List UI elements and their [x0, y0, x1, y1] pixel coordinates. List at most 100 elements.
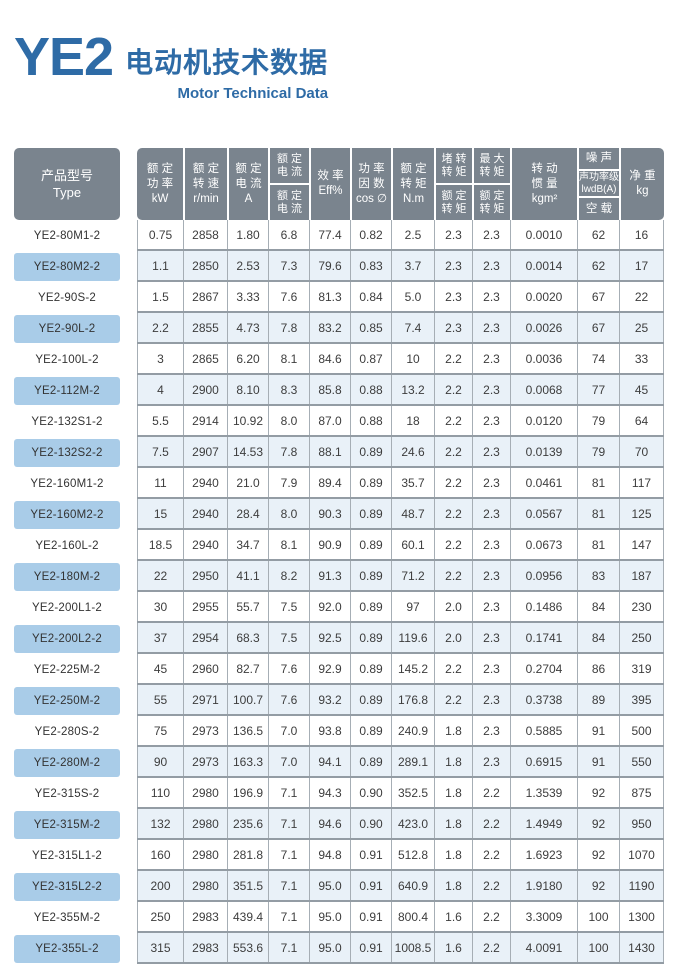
page-header: YE2 电动机技术数据 Motor Technical Data [14, 30, 664, 103]
value-cell: 0.2704 [510, 654, 577, 683]
value-cell: 2.2 [472, 840, 510, 869]
value-cell: 0.0020 [510, 282, 577, 311]
value-cell: 2.2 [472, 933, 510, 962]
row-values: 132 2980 235.6 7.1 94.6 0.90 423.0 1.8 2.2 1.4949… [137, 809, 664, 840]
value-cell: 7.1 [268, 809, 309, 838]
value-cell: 22 [619, 282, 664, 311]
value-cell: 37 [137, 623, 183, 652]
value-cell: 0.0026 [510, 313, 577, 342]
value-cell: 2.2 [434, 561, 472, 590]
table-row: YE2-315M-2 132 2980 235.6 7.1 94.6 0.90 423.0 1… [14, 809, 664, 840]
value-cell: 1.5 [137, 282, 183, 311]
value-cell: 100 [577, 933, 619, 962]
value-cell: 2.3 [472, 282, 510, 311]
value-cell: 7.5 [137, 437, 183, 466]
col-rated-torque: 额 定 转 矩 N.m [391, 148, 434, 220]
value-cell: 0.89 [350, 561, 391, 590]
row-values: 90 2973 163.3 7.0 94.1 0.89 289.1 1.8 2.3 0.6915 9… [137, 747, 664, 778]
value-cell: 100 [577, 902, 619, 931]
value-cell: 2940 [183, 499, 227, 528]
value-cell: 0.0068 [510, 375, 577, 404]
value-cell: 79.6 [309, 251, 350, 280]
value-cell: 2954 [183, 623, 227, 652]
row-values: 3 2865 6.20 8.1 84.6 0.87 10 2.2 2.3 0.0036 74 33 [137, 344, 664, 375]
model-name: YE2-355M-2 [33, 911, 101, 924]
value-cell: 1.1 [137, 251, 183, 280]
value-cell: 2.2 [434, 530, 472, 559]
value-cell: 81.3 [309, 282, 350, 311]
value-cell: 2940 [183, 530, 227, 559]
value-cell: 7.6 [268, 685, 309, 714]
value-cell: 0.6915 [510, 747, 577, 776]
value-cell: 100.7 [227, 685, 268, 714]
value-cell: 6.8 [268, 220, 309, 249]
row-values: 250 2983 439.4 7.1 95.0 0.91 800.4 1.6 2.2 3.3009… [137, 902, 664, 933]
value-cell: 83.2 [309, 313, 350, 342]
value-cell: 90.9 [309, 530, 350, 559]
table-row: YE2-280S-2 75 2973 136.5 7.0 93.8 0.89 240.9 1.… [14, 716, 664, 747]
value-cell: 7.4 [391, 313, 434, 342]
type-cell: YE2-250M-2 [14, 685, 137, 716]
value-cell: 1.6 [434, 933, 472, 962]
value-cell: 553.6 [227, 933, 268, 962]
value-cell: 45 [137, 654, 183, 683]
value-cell: 79 [577, 406, 619, 435]
type-cell: YE2-200L1-2 [14, 592, 137, 623]
value-cell: 2950 [183, 561, 227, 590]
type-cell: YE2-132S2-2 [14, 437, 137, 468]
value-cell: 2.3 [434, 251, 472, 280]
row-values: 18.5 2940 34.7 8.1 90.9 0.89 60.1 2.2 2.3 0.0673 8… [137, 530, 664, 561]
type-cell: YE2-315M-2 [14, 809, 137, 840]
value-cell: 176.8 [391, 685, 434, 714]
col-rated-current: 额 定 电 流 A [227, 148, 268, 220]
value-cell: 2.3 [472, 220, 510, 249]
row-values: 37 2954 68.3 7.5 92.5 0.89 119.6 2.0 2.3 0.1741 84… [137, 623, 664, 654]
value-cell: 8.1 [268, 530, 309, 559]
value-cell: 2.3 [472, 344, 510, 373]
table-row: YE2-160L-2 18.5 2940 34.7 8.1 90.9 0.89 60.1 2.… [14, 530, 664, 561]
value-cell: 95.0 [309, 902, 350, 931]
value-cell: 10 [391, 344, 434, 373]
value-cell: 2.2 [434, 344, 472, 373]
model-name: YE2-280M-2 [14, 748, 120, 777]
value-cell: 0.91 [350, 871, 391, 900]
value-cell: 512.8 [391, 840, 434, 869]
value-cell: 16 [619, 220, 664, 249]
value-cell: 0.1741 [510, 623, 577, 652]
col-current-ratio: 额 定 电 流 额 定 电 流 [268, 148, 309, 220]
value-cell: 74 [577, 344, 619, 373]
value-cell: 2.3 [472, 654, 510, 683]
value-cell: 2983 [183, 902, 227, 931]
table-row: YE2-160M2-2 15 2940 28.4 8.0 90.3 0.89 48.7 2.2… [14, 499, 664, 530]
value-cell: 7.8 [268, 313, 309, 342]
type-cell: YE2-180M-2 [14, 561, 137, 592]
model-name: YE2-80M1-2 [33, 229, 101, 242]
value-cell: 2980 [183, 840, 227, 869]
col-noise: 噪 声 声功率级 lwdB(A) 空 载 [577, 148, 619, 220]
value-cell: 0.0567 [510, 499, 577, 528]
value-cell: 2.3 [472, 747, 510, 776]
value-cell: 2.2 [434, 375, 472, 404]
table-row: YE2-90L-2 2.2 2855 4.73 7.8 83.2 0.85 7.4 2.3 2.… [14, 313, 664, 344]
value-cell: 0.0139 [510, 437, 577, 466]
value-cell: 92.0 [309, 592, 350, 621]
value-cell: 92 [577, 871, 619, 900]
value-cell: 2.53 [227, 251, 268, 280]
value-cell: 0.1486 [510, 592, 577, 621]
value-cell: 147 [619, 530, 664, 559]
table-row: YE2-355L-2 315 2983 553.6 7.1 95.0 0.91 1008.5… [14, 933, 664, 964]
value-cell: 7.0 [268, 716, 309, 745]
row-values: 45 2960 82.7 7.6 92.9 0.89 145.2 2.2 2.3 0.2704 86… [137, 654, 664, 685]
value-cell: 2.2 [434, 654, 472, 683]
value-cell: 87.0 [309, 406, 350, 435]
model-name: YE2-160M1-2 [30, 477, 104, 490]
value-cell: 7.8 [268, 437, 309, 466]
value-cell: 2.2 [434, 406, 472, 435]
table-row: YE2-280M-2 90 2973 163.3 7.0 94.1 0.89 289.1 1.… [14, 747, 664, 778]
value-cell: 0.89 [350, 654, 391, 683]
type-cell: YE2-280S-2 [14, 716, 137, 747]
value-cell: 187 [619, 561, 664, 590]
value-cell: 132 [137, 809, 183, 838]
model-name: YE2-315L1-2 [32, 849, 102, 862]
model-name: YE2-112M-2 [14, 376, 120, 405]
